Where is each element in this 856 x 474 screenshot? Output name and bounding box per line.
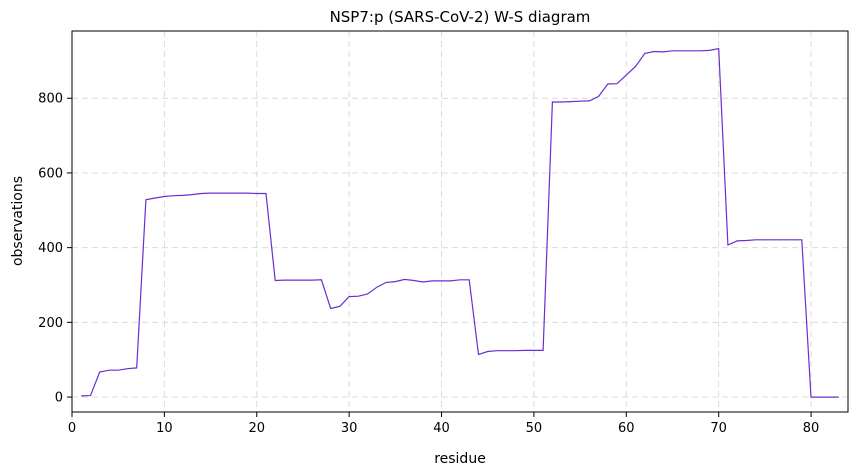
y-tick-label: 600 — [38, 166, 63, 181]
x-tick-label: 40 — [433, 421, 450, 436]
y-axis-label: observations — [10, 176, 26, 266]
x-tick-label: 70 — [710, 421, 727, 436]
plot-frame — [71, 30, 849, 413]
y-tick-label: 800 — [38, 92, 63, 107]
x-tick-label: 0 — [68, 421, 76, 436]
x-axis-label: residue — [434, 451, 486, 467]
series-line — [81, 47, 839, 398]
x-tick-label: 80 — [803, 421, 820, 436]
x-tick-label: 10 — [156, 421, 173, 436]
chart-title: NSP7:p (SARS-CoV-2) W-S diagram — [330, 8, 591, 26]
x-tick-label: 30 — [341, 421, 358, 436]
y-tick-label: 200 — [38, 316, 63, 331]
y-tick-label: 0 — [55, 391, 63, 406]
x-tick-label: 60 — [618, 421, 635, 436]
grid-lines — [71, 31, 848, 412]
y-tick-label: 400 — [38, 241, 63, 256]
x-tick-label: 20 — [248, 421, 265, 436]
x-tick-label: 50 — [526, 421, 543, 436]
